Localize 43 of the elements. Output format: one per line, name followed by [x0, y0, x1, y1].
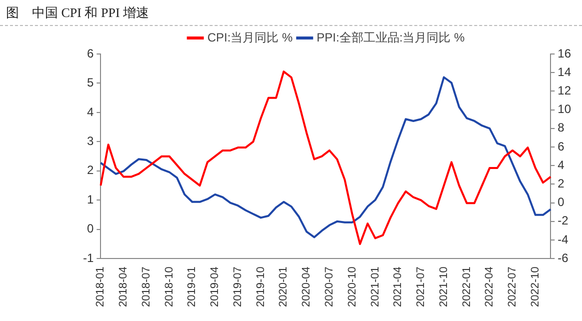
x-tick-label: 2021-10: [438, 266, 450, 308]
y-tick-label: 5: [86, 76, 94, 90]
x-tick-label: 2021-01: [369, 266, 382, 308]
y-tick-label: -1: [83, 250, 94, 265]
x-tick-label: 2020-04: [300, 266, 313, 308]
x-tick-label: 2020-10: [346, 266, 358, 308]
y-tick-label: 1: [86, 192, 94, 206]
y2-tick-label: 4: [558, 158, 565, 172]
x-tick-label: 2019-10: [254, 266, 267, 308]
y2-tick-label: 0: [558, 195, 565, 210]
y2-tick-label: 10: [558, 102, 572, 116]
y-tick-label: 3: [86, 134, 94, 148]
y-tick-label: 2: [86, 163, 94, 178]
y2-tick-label: -6: [558, 250, 569, 265]
y2-tick-label: -2: [558, 214, 569, 228]
x-tick-label: 2022-01: [460, 266, 473, 308]
x-tick-label: 2019-01: [186, 266, 198, 308]
y2-tick-label: 2: [558, 176, 565, 191]
x-tick-label: 2018-04: [118, 266, 130, 308]
chart-title: 图 中国 CPI 和 PPI 增速: [0, 0, 582, 26]
x-tick-label: 2019-04: [209, 266, 222, 308]
x-tick-label: 2018-10: [163, 266, 176, 308]
y2-tick-label: 12: [558, 84, 572, 98]
x-tick-label: 2020-01: [278, 266, 290, 308]
y2-tick-label: 8: [558, 120, 565, 135]
y-tick-label: 6: [86, 46, 94, 60]
y-tick-label: 4: [86, 104, 94, 119]
x-tick-label: 2020-07: [324, 266, 336, 308]
y2-tick-label: 6: [558, 139, 565, 154]
x-tick-label: 2019-07: [232, 266, 244, 308]
y2-tick-label: 14: [558, 64, 572, 79]
x-tick-label: 2018-07: [140, 266, 152, 308]
x-tick-label: 2022-04: [484, 266, 496, 308]
x-tick-label: 2018-01: [94, 266, 107, 308]
x-tick-label: 2021-04: [392, 266, 404, 308]
x-tick-label: 2021-07: [415, 266, 428, 308]
x-tick-label: 2022-07: [506, 266, 519, 308]
y2-tick-label: -4: [558, 232, 569, 246]
x-tick-label: 2022-10: [529, 266, 542, 308]
legend-label: CPI:当月同比 %: [207, 30, 293, 44]
legend-label: PPI:全部工业品:当月同比 %: [316, 30, 466, 44]
y-tick-label: 0: [86, 222, 94, 236]
y2-tick-label: 16: [558, 46, 572, 60]
